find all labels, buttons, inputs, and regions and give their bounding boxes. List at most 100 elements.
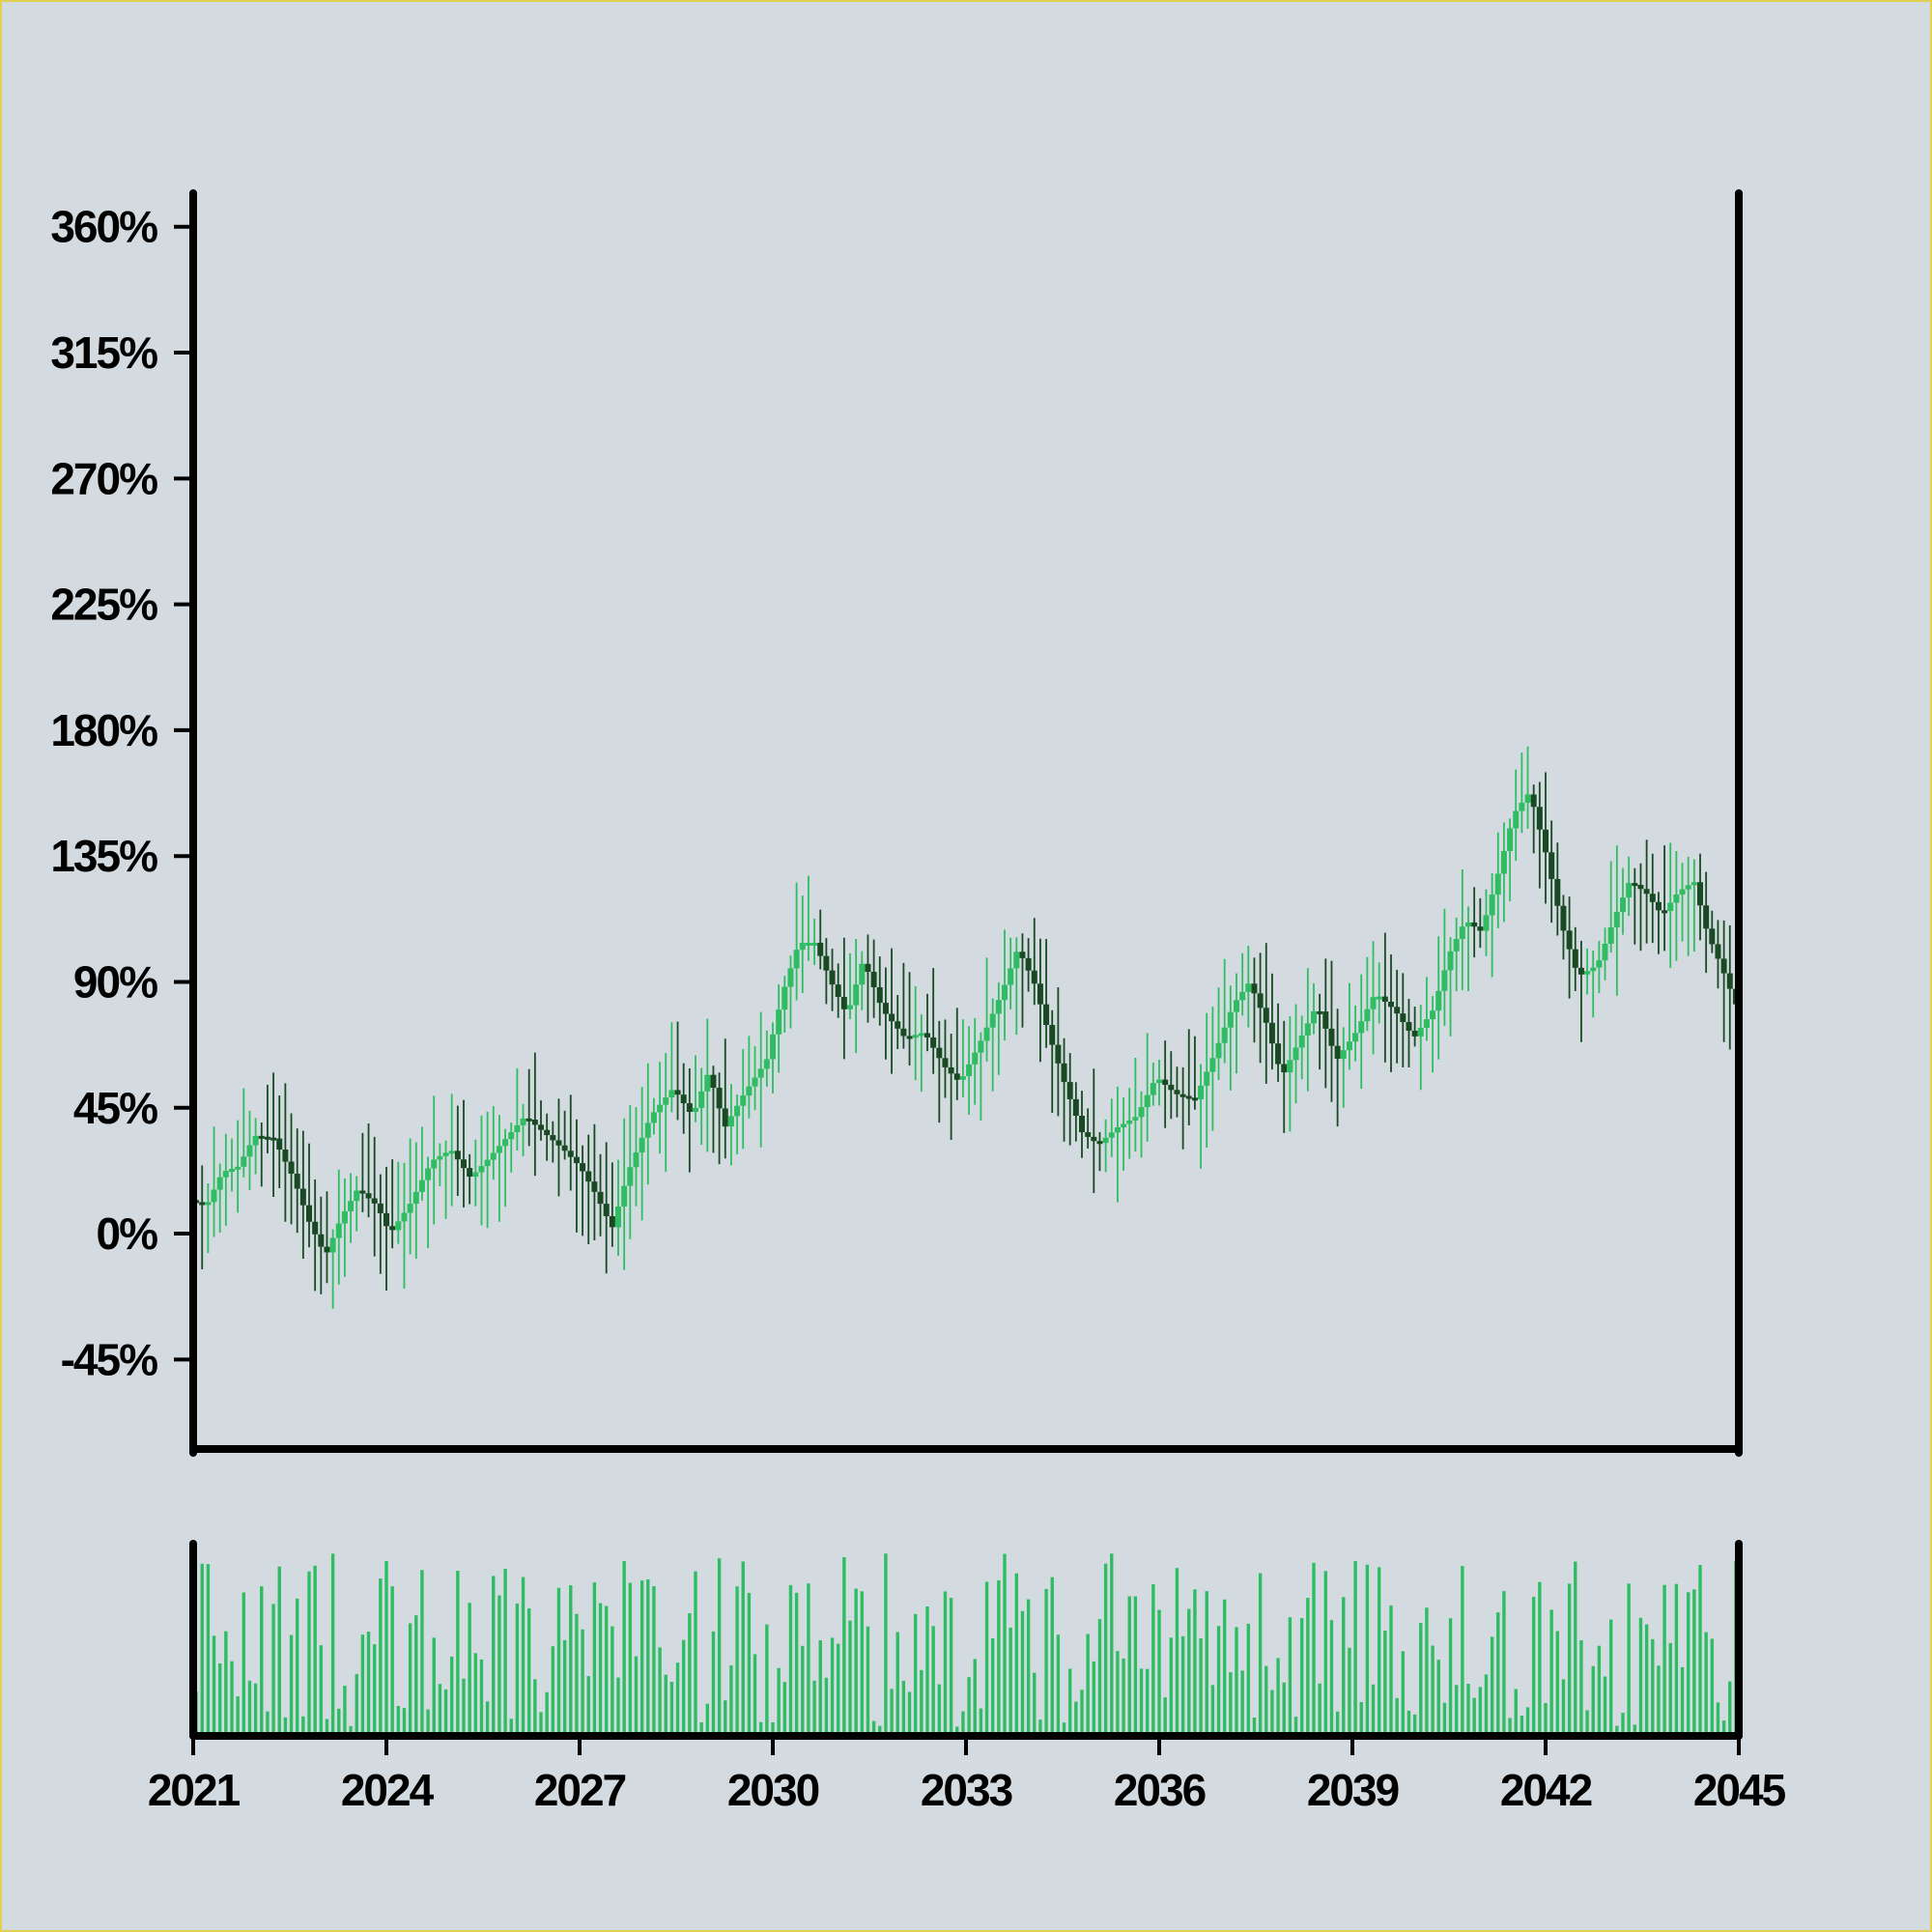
candle-body [859,963,866,985]
candle-body [1519,803,1525,811]
volume-bar [943,1591,948,1736]
candle-body [1513,810,1520,829]
candle-body [1298,1035,1305,1048]
volume-bar [1728,1681,1732,1736]
volume-bar [1097,1619,1102,1736]
volume-bar [1080,1690,1084,1736]
x-tick-label: 2036 [1114,1765,1206,1815]
volume-bar [1448,1618,1453,1736]
candle-body [615,1206,621,1228]
volume-bar [509,1719,513,1736]
candle-body [722,1108,728,1127]
volume-bar [801,1645,805,1736]
volume-bar [1074,1701,1078,1736]
candle-body [216,1177,223,1190]
candle-body [953,1073,960,1080]
candle-body [1566,930,1573,950]
candle-body [1381,996,1388,1002]
volume-bar [1608,1619,1613,1736]
candle-body [1132,1117,1139,1121]
volume-bar [913,1613,918,1736]
volume-bar [1240,1670,1244,1736]
volume-bar [438,1684,442,1736]
candle-body [1584,971,1591,975]
volume-bar [539,1712,543,1736]
volume-bar [794,1592,799,1736]
candle-body [448,1151,455,1154]
candle-body [942,1058,949,1067]
volume-bar [1116,1651,1120,1736]
y-tick-label: 270% [50,453,157,503]
volume-bar [1306,1598,1310,1736]
volume-bar [1406,1710,1411,1736]
candle-body [966,1064,973,1077]
candle-body [1548,852,1555,879]
candle-body [1477,926,1484,931]
volume-bar [217,1662,222,1736]
volume-bar [1544,1703,1548,1736]
candle-body [603,1204,610,1216]
candle-body [288,1161,295,1174]
candle-body [1483,915,1490,931]
candle-body [461,1159,467,1169]
volume-bar [920,1669,923,1736]
volume-bar [1299,1618,1304,1736]
volume-bar [1365,1564,1370,1736]
volume-bar [575,1613,579,1736]
candle-body [895,1021,901,1029]
candle-body [508,1132,515,1140]
candle-body [1607,926,1614,945]
y-tick-label: 0% [97,1208,158,1259]
volume-bar [1318,1683,1321,1736]
volume-bar [230,1661,234,1736]
y-tick-label: 315% [50,327,157,378]
volume-bar [551,1646,555,1736]
candle-body [787,968,794,987]
candle-body [1489,895,1495,916]
volume-bar [1127,1596,1131,1736]
volume-bar [818,1639,822,1736]
volume-bar [1270,1690,1274,1736]
candle-body [229,1168,235,1172]
candle-body [1185,1095,1192,1099]
volume-bar [1335,1711,1340,1736]
volume-bar [1288,1617,1293,1736]
candle-body [1394,1007,1401,1014]
volume-bar [854,1588,858,1736]
volume-bar [782,1682,787,1736]
volume-bar [1555,1631,1560,1736]
candle-body [401,1212,408,1222]
candle-body [252,1135,259,1146]
volume-bar [1549,1609,1553,1736]
candle-body [496,1146,502,1153]
volume-bar [1591,1665,1595,1736]
candle-body [1239,991,1246,1001]
volume-bar [462,1678,466,1736]
volume-bar [1199,1637,1203,1736]
volume-bar [955,1726,959,1736]
candle-body [1209,1058,1216,1072]
volume-bar [337,1708,341,1736]
candle-body [389,1226,396,1231]
volume-bar [1721,1720,1726,1736]
candle-body [1626,883,1633,898]
x-tick-label: 2024 [341,1765,435,1815]
candle-body [1346,1041,1352,1051]
candle-body [514,1124,521,1133]
candle-body [1287,1060,1293,1073]
volume-bar [414,1615,418,1736]
candle-body [1572,949,1578,968]
x-tick-label: 2033 [921,1765,1012,1815]
volume-bar [758,1721,763,1736]
volume-bar [301,1716,305,1736]
candle-body [520,1118,526,1125]
candle-body [205,1202,212,1206]
volume-bar [598,1603,603,1736]
volume-bar [313,1565,317,1736]
candle-body [995,1000,1002,1014]
candle-body [1156,1079,1162,1084]
candle-body [418,1179,425,1192]
volume-bar [634,1656,639,1736]
volume-bar [355,1673,358,1736]
